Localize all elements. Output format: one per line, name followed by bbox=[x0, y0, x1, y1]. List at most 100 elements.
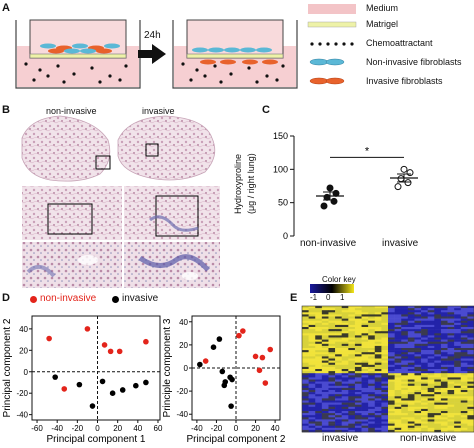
heatmap-cell bbox=[407, 352, 415, 355]
heatmap-cell bbox=[368, 324, 376, 328]
heatmap-cell bbox=[381, 375, 389, 378]
heatmap-cell bbox=[394, 402, 402, 405]
heatmap-cell bbox=[302, 306, 309, 309]
chemo-dot bbox=[38, 68, 42, 72]
heatmap-cell bbox=[348, 377, 356, 380]
heatmap-cell bbox=[302, 318, 309, 321]
heatmap-cell bbox=[308, 343, 316, 347]
heatmap-cell bbox=[315, 421, 323, 424]
heatmap-cell bbox=[381, 331, 389, 334]
heatmap-cell bbox=[302, 373, 309, 376]
pca-ytick-label: -40 bbox=[16, 411, 28, 420]
heatmap-cell bbox=[467, 427, 474, 431]
heatmap-cell bbox=[440, 425, 448, 429]
pca-point bbox=[109, 390, 116, 396]
heatmap-cell bbox=[421, 337, 428, 340]
heatmap-cell bbox=[321, 375, 329, 378]
heatmap-cell bbox=[414, 375, 422, 378]
heatmap-cell bbox=[434, 406, 442, 410]
heatmap-cell bbox=[381, 385, 389, 389]
heatmap-cell bbox=[302, 369, 309, 372]
heatmap-cell bbox=[341, 400, 349, 403]
heatmap-cell bbox=[374, 392, 382, 395]
heatmap-cell bbox=[427, 377, 435, 380]
heatmap-cell bbox=[328, 383, 336, 387]
heatmap-cell bbox=[467, 318, 474, 321]
heatmap-cell bbox=[388, 335, 395, 338]
heatmap-cell bbox=[308, 358, 316, 361]
heatmap-cell bbox=[308, 406, 316, 410]
heatmap-cell bbox=[302, 402, 309, 405]
heatmap-cell bbox=[427, 306, 435, 309]
colorkey-tick-pos: 1 bbox=[340, 293, 345, 302]
heatmap-cell bbox=[401, 385, 409, 389]
heatmap-cell bbox=[434, 425, 442, 429]
heatmap-cell bbox=[341, 310, 349, 313]
heatmap-cell bbox=[374, 356, 382, 359]
heatmap-cell bbox=[427, 331, 435, 334]
heatmap-cell bbox=[368, 312, 376, 315]
heatmap-cell bbox=[368, 339, 376, 342]
heatmap-cell bbox=[348, 379, 356, 382]
heatmap-cell bbox=[454, 392, 462, 395]
heatmap-cell bbox=[328, 360, 336, 363]
heatmap-cell bbox=[394, 408, 402, 412]
heatmap-cell bbox=[401, 310, 409, 313]
heatmap-cell bbox=[354, 341, 362, 345]
heatmap-cell bbox=[308, 423, 316, 426]
heatmap-cell bbox=[427, 352, 435, 355]
heatmap-cell bbox=[381, 345, 389, 349]
heatmap-cell bbox=[315, 358, 323, 361]
heatmap-cell bbox=[321, 427, 329, 431]
heatmap-cell bbox=[341, 394, 349, 397]
heatmap-cell bbox=[341, 387, 349, 391]
heatmap-cell bbox=[407, 421, 415, 424]
heatmap-cell bbox=[460, 381, 468, 384]
heatmap-cell bbox=[321, 331, 329, 334]
heatmap-cell bbox=[467, 306, 474, 309]
heatmap-cell bbox=[454, 354, 462, 357]
heatmap-cell bbox=[341, 316, 349, 319]
heatmap-cell bbox=[394, 379, 402, 382]
heatmap-cell bbox=[354, 316, 362, 319]
heatmap-cell bbox=[302, 366, 309, 370]
heatmap-cell bbox=[401, 356, 409, 359]
heatmap-cell bbox=[321, 327, 329, 330]
heatmap-cell bbox=[335, 385, 342, 389]
heatmap-cell bbox=[374, 366, 382, 370]
d-legend-invasive: invasive bbox=[122, 293, 159, 304]
heatmap-cell bbox=[434, 306, 442, 309]
heatmap-cell bbox=[434, 337, 442, 340]
heatmap-cell bbox=[348, 411, 356, 414]
heatmap-cell bbox=[467, 371, 474, 374]
heatmap-cell bbox=[335, 375, 342, 378]
heatmap-cell bbox=[321, 308, 329, 311]
heatmap-cell bbox=[341, 421, 349, 424]
heatmap-cell bbox=[328, 375, 336, 378]
fibroblast-cell bbox=[262, 59, 278, 65]
heatmap-cell bbox=[368, 327, 376, 330]
heatmap-cell bbox=[427, 408, 435, 412]
heatmap-cell bbox=[302, 419, 309, 422]
heatmap-cell bbox=[460, 398, 468, 401]
heatmap-cell bbox=[368, 310, 376, 313]
heatmap-cell bbox=[308, 341, 316, 345]
heatmap-cell bbox=[467, 406, 474, 410]
heatmap-cell bbox=[434, 339, 442, 342]
heatmap-cell bbox=[394, 373, 402, 376]
pca-point bbox=[229, 376, 235, 383]
heatmap-cell bbox=[341, 415, 349, 418]
heatmap-cell bbox=[308, 373, 316, 376]
heatmap-cell bbox=[421, 333, 428, 336]
heatmap-cell bbox=[454, 366, 462, 370]
heatmap-cell bbox=[321, 320, 329, 324]
heatmap-cell bbox=[315, 341, 323, 345]
heatmap-cell bbox=[460, 354, 468, 357]
heatmap-cell bbox=[348, 324, 356, 328]
heatmap-cell bbox=[315, 327, 323, 330]
heatmap-cell bbox=[440, 316, 448, 319]
pca-ytick-label: 0 bbox=[24, 368, 29, 377]
heatmap-cell bbox=[421, 358, 428, 361]
heatmap-cell bbox=[328, 429, 336, 433]
heatmap-cell bbox=[321, 383, 329, 387]
